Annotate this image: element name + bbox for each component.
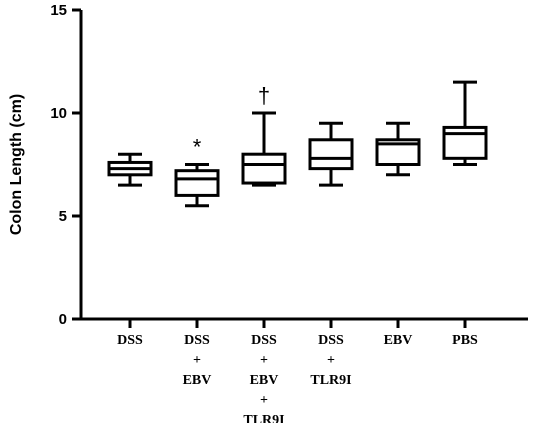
x-tick-label: TLR9I [243,413,284,423]
x-tick-label: DSS [184,333,210,348]
x-tick-label: DSS [318,333,344,348]
y-tick-label: 15 [50,2,67,19]
x-tick-label: EBV [250,373,279,388]
iqr-box [442,125,488,160]
significance-marker: † [258,83,270,108]
box-series: *† [107,80,488,208]
y-tick-label: 5 [59,208,67,225]
box-4 [308,121,354,187]
x-tick-label: DSS [117,333,143,348]
box-6 [442,80,488,166]
y-tick-label: 0 [59,311,67,328]
x-tick-label: TLR9I [310,373,351,388]
box-1 [107,152,153,187]
x-tick-label: + [327,353,335,368]
x-axis-labels: DSS DSS + EBV DSS + EBV + TLR9I DSS + TLR9I EBV PBS [117,319,478,423]
iqr-box [308,138,354,171]
y-axis-label: Colon Length (cm) [8,94,25,235]
x-tick-label: PBS [452,333,478,348]
box-5 [375,121,421,177]
x-tick-label: + [260,393,268,408]
box-3: † [241,83,287,187]
x-tick-label: EBV [183,373,212,388]
axes [79,10,528,321]
significance-marker: * [193,135,202,160]
y-tick-label: 10 [50,105,67,122]
iqr-box [174,169,220,197]
x-tick-label: EBV [384,333,413,348]
x-tick-label: + [260,353,268,368]
y-axis-ticks: 0 5 10 15 [50,2,81,328]
box-2: * [174,135,220,208]
x-tick-label: + [193,353,201,368]
iqr-box [241,152,287,185]
x-tick-label: DSS [251,333,277,348]
